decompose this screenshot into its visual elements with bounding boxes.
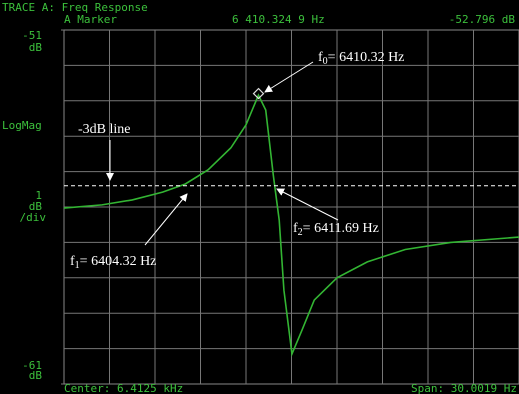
y-unit: dB [29,41,43,54]
marker-label: A Marker [64,13,117,26]
y-div-suffix: /div [20,211,47,224]
annotation-base: f [70,254,75,269]
y-div-value: 1 [35,189,42,202]
annotation-sub: 1 [75,260,80,271]
annotation: f2= 6411.69 Hz [293,221,379,238]
marks [63,87,519,357]
center-label: Center: 6.4125 kHz [64,382,183,394]
annotation-text: = 6410.32 Hz [328,50,405,65]
y-unit: dB [29,369,43,382]
annotation-text: = 6411.69 Hz [303,221,379,236]
y-tick-label: -61 [22,359,42,372]
marker [252,87,265,100]
annotation-base: f [293,221,298,236]
arrow [264,61,314,93]
response-line [63,93,519,357]
span-label: Span: 30.0019 Hz [411,382,517,394]
marker-frequency: 6 410.324 9 Hz [232,13,325,26]
marker-level: -52.796 dB [449,13,516,26]
y-tick-label: -51 [22,29,42,42]
y-div-unit: dB [29,200,43,213]
arrow [276,188,339,221]
annotation-base: f [318,50,323,65]
annotation-text: = 6404.32 Hz [80,254,157,269]
annotation-sub: 0 [323,56,328,67]
annotation: f1= 6404.32 Hz [70,254,156,271]
trace-title: TRACE A: Freq Response [2,1,148,14]
threshold-label: -3dB line [78,122,131,137]
arrow [144,193,188,246]
y-format: LogMag [2,119,42,132]
annotation: f0= 6410.32 Hz [318,50,404,67]
grid [61,29,519,385]
annotation-sub: 2 [298,227,303,238]
